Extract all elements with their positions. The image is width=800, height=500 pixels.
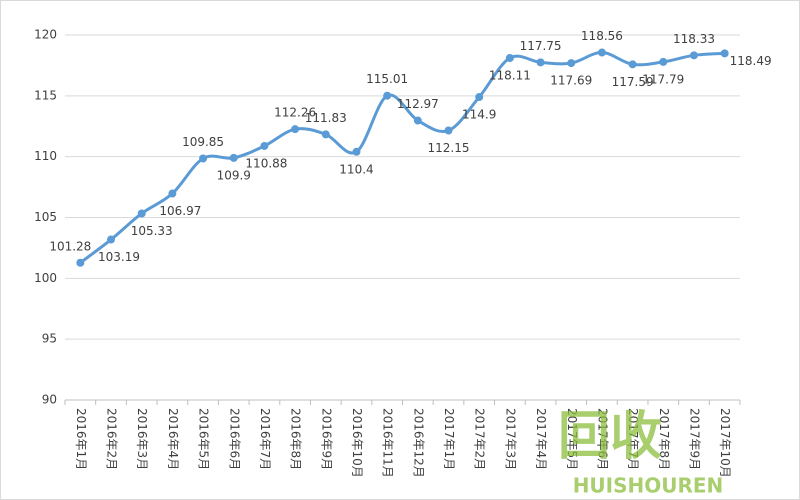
data-label: 117.69: [550, 74, 592, 88]
point: [199, 154, 208, 163]
x-tick-label: 2017年9月: [687, 408, 701, 470]
data-label: 115.01: [366, 72, 408, 86]
x-tick-label: 2017年3月: [503, 408, 517, 470]
x-tick-label: 2017年10月: [718, 408, 732, 478]
x-tick-label: 2017年2月: [473, 408, 487, 470]
point: [168, 189, 177, 198]
y-tick-label: 95: [42, 332, 57, 346]
x-tick-label: 2016年8月: [289, 408, 303, 470]
x-tick-label: 2016年3月: [135, 408, 149, 470]
watermark-subtext: HUISHOUREN: [573, 474, 724, 498]
x-tick-label: 2016年6月: [227, 408, 241, 470]
x-tick-label: 2017年8月: [657, 408, 671, 470]
point: [505, 53, 514, 62]
point: [444, 126, 453, 135]
y-tick-label: 110: [34, 149, 57, 163]
x-tick-label: 2016年7月: [258, 408, 272, 470]
point: [260, 141, 269, 150]
point: [659, 57, 668, 66]
x-tick-label: 2017年4月: [534, 408, 548, 470]
x-tick-label: 2016年5月: [197, 408, 211, 470]
data-label: 117.75: [520, 39, 562, 53]
point: [689, 51, 698, 60]
x-tick-label: 2017年6月: [595, 408, 609, 470]
data-label: 118.49: [730, 54, 772, 68]
point: [628, 60, 637, 69]
point: [352, 147, 361, 156]
point: [76, 258, 85, 267]
data-label: 101.28: [49, 239, 91, 253]
x-tick-label: 2016年4月: [166, 408, 180, 470]
data-label: 114.9: [462, 108, 496, 122]
data-label: 112.26: [274, 106, 316, 120]
data-label: 110.4: [339, 162, 373, 176]
data-label: 111.83: [305, 111, 347, 125]
point: [536, 58, 545, 67]
data-label: 117.79: [642, 72, 684, 86]
x-tick-label: 2016年9月: [319, 408, 333, 470]
watermark-text: 回收: [558, 407, 662, 467]
x-tick-label: 2017年7月: [626, 408, 640, 470]
x-tick-label: 2016年11月: [381, 408, 395, 478]
x-tick-label: 2016年10月: [350, 408, 364, 478]
point: [291, 125, 300, 134]
y-tick-label: 115: [34, 88, 57, 102]
point: [720, 49, 729, 58]
x-tick-label: 2016年2月: [105, 408, 119, 470]
point: [107, 235, 116, 244]
point: [321, 130, 330, 139]
x-tick-label: 2016年1月: [74, 408, 88, 470]
y-tick-label: 100: [34, 271, 57, 285]
point: [567, 59, 576, 68]
point: [229, 153, 238, 162]
point: [597, 48, 606, 57]
point: [413, 116, 422, 125]
data-label: 112.15: [428, 141, 470, 155]
data-label: 105.33: [131, 224, 173, 238]
data-label: 106.97: [159, 204, 201, 218]
data-label: 118.56: [581, 29, 623, 43]
point: [383, 91, 392, 100]
y-tick-label: 105: [34, 210, 57, 224]
point: [475, 93, 484, 102]
point: [137, 209, 146, 218]
data-label: 109.9: [217, 168, 251, 182]
data-label: 118.11: [489, 68, 531, 82]
data-label: 103.19: [98, 250, 140, 264]
data-label: 112.97: [397, 97, 439, 111]
data-label: 110.88: [245, 156, 287, 170]
y-tick-label: 90: [42, 393, 57, 407]
data-label: 118.33: [673, 32, 715, 46]
x-tick-label: 2017年1月: [442, 408, 456, 470]
x-tick-label: 2016年12月: [411, 408, 425, 478]
data-label: 117.59: [612, 75, 654, 89]
y-tick-label: 120: [34, 28, 57, 42]
line: [79, 51, 725, 264]
data-label: 109.85: [182, 135, 224, 149]
x-tick-label: 2017年5月: [565, 408, 579, 470]
